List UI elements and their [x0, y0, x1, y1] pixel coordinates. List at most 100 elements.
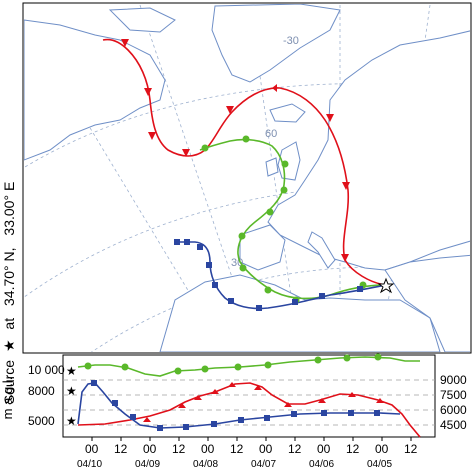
- red-arrow-marker: [226, 106, 234, 114]
- hour-label: 12: [288, 442, 302, 456]
- blue-square-marker: [112, 400, 118, 406]
- star-icon: ★: [66, 384, 77, 398]
- right-tick: 4500: [440, 418, 467, 432]
- hour-labels: 00 12 00 12 00 12 00 12 00 12 00 12: [85, 442, 418, 456]
- height-panel: m a.g.l. 10 000 8000 5000 ★ ★ ★ 9000 750…: [0, 353, 467, 470]
- red-triangle-marker: [318, 398, 326, 403]
- green-dot-marker: [281, 160, 289, 168]
- red-arrow-marker: [182, 149, 190, 157]
- grid-label-60: 60: [265, 128, 277, 140]
- height-line-red: [77, 382, 421, 438]
- red-triangle-marker: [211, 389, 219, 394]
- blue-square-marker: [374, 410, 380, 416]
- date-label: 04/06: [309, 459, 334, 470]
- right-tick: 9000: [440, 373, 467, 387]
- hour-label: 12: [404, 442, 418, 456]
- blue-square-marker: [228, 298, 234, 304]
- left-tick: 5000: [28, 414, 55, 428]
- blue-square-marker: [264, 415, 270, 421]
- height-markers: [84, 353, 384, 431]
- green-dot-marker: [343, 354, 351, 362]
- blue-square-marker: [197, 244, 203, 250]
- green-dot-marker: [174, 367, 182, 375]
- svg-text:Source ★ at: Source ★ at 34.70° N, 33.00° E: [1, 182, 17, 405]
- hour-label: 00: [259, 442, 273, 456]
- source-longitude: 33.00° E: [1, 182, 17, 236]
- map-panel: -30 60 30: [22, 2, 472, 354]
- green-dot-marker: [264, 286, 272, 294]
- middle-east: [384, 254, 470, 352]
- date-label: 04/09: [135, 459, 160, 470]
- red-arrow-marker: [342, 182, 350, 190]
- right-tick: 6000: [440, 403, 467, 417]
- blue-square-marker: [256, 305, 262, 311]
- map-trajectory-red: [102, 38, 387, 286]
- source-star-icon: ★: [1, 339, 17, 352]
- green-dot-marker: [314, 356, 322, 364]
- iceland: [269, 103, 306, 123]
- green-dot-marker: [84, 362, 92, 370]
- red-arrow-marker: [121, 39, 129, 47]
- red-triangle-marker: [194, 395, 202, 400]
- date-labels: 04/10 04/09 04/08 04/07 04/06 04/05: [77, 459, 392, 470]
- hour-label: 00: [85, 442, 99, 456]
- map-trajectory-blue: [176, 241, 387, 310]
- date-label: 04/05: [367, 459, 392, 470]
- red-triangle-marker: [254, 385, 262, 390]
- blue-square-marker: [321, 410, 327, 416]
- coastlines: [24, 4, 470, 352]
- red-triangle-marker: [143, 417, 151, 422]
- green-dot-marker: [264, 361, 272, 369]
- map-markers: [121, 39, 367, 311]
- blue-square-marker: [130, 414, 136, 420]
- green-dot-marker: [238, 232, 246, 240]
- blue-square-marker: [206, 262, 212, 268]
- hour-label: 12: [346, 442, 360, 456]
- blue-square-marker: [291, 411, 297, 417]
- red-triangle-marker: [284, 402, 292, 407]
- europe: [267, 30, 470, 271]
- source-latitude: 34.70° N,: [1, 247, 17, 306]
- red-triangle-marker: [178, 403, 186, 408]
- blue-square-marker: [348, 410, 354, 416]
- hour-label: 12: [172, 442, 186, 456]
- green-dot-marker: [266, 208, 274, 216]
- blue-square-marker: [357, 286, 363, 292]
- italy: [307, 231, 336, 269]
- height-ylabel: m a.g.l.: [0, 377, 15, 420]
- green-dot-marker: [201, 144, 209, 152]
- hour-label: 12: [230, 442, 244, 456]
- green-dot-marker: [201, 365, 209, 373]
- blue-square-marker: [319, 293, 325, 299]
- source-word: Source: [1, 360, 17, 405]
- at-word: at: [1, 318, 17, 330]
- greenland: [211, 4, 341, 83]
- blue-square-marker: [157, 425, 163, 431]
- red-arrow-marker: [148, 132, 156, 140]
- green-dot-marker: [239, 264, 247, 272]
- blue-square-marker: [174, 239, 180, 245]
- green-dot-marker: [242, 135, 250, 143]
- blue-square-marker: [292, 299, 298, 305]
- blue-square-marker: [91, 380, 97, 386]
- hour-label: 12: [114, 442, 128, 456]
- hour-label: 00: [201, 442, 215, 456]
- date-label: 04/07: [251, 459, 276, 470]
- star-icon: ★: [66, 364, 77, 378]
- red-arrow-marker: [272, 84, 277, 92]
- grid-label-minus30: -30: [283, 35, 299, 47]
- ireland: [265, 157, 279, 177]
- blue-square-marker: [211, 421, 217, 427]
- red-triangle-marker: [348, 392, 356, 397]
- x-ticks: [91, 437, 412, 441]
- left-tick: 10 000: [28, 363, 65, 377]
- hour-label: 00: [317, 442, 331, 456]
- height-gridlines: [63, 379, 435, 426]
- left-tick: 8000: [28, 384, 55, 398]
- green-dot-marker: [121, 363, 129, 371]
- green-dot-marker: [374, 353, 382, 361]
- green-dot-marker: [234, 363, 242, 371]
- blue-square-marker: [184, 239, 190, 245]
- red-arrow-marker: [144, 88, 152, 96]
- date-label: 04/10: [77, 459, 102, 470]
